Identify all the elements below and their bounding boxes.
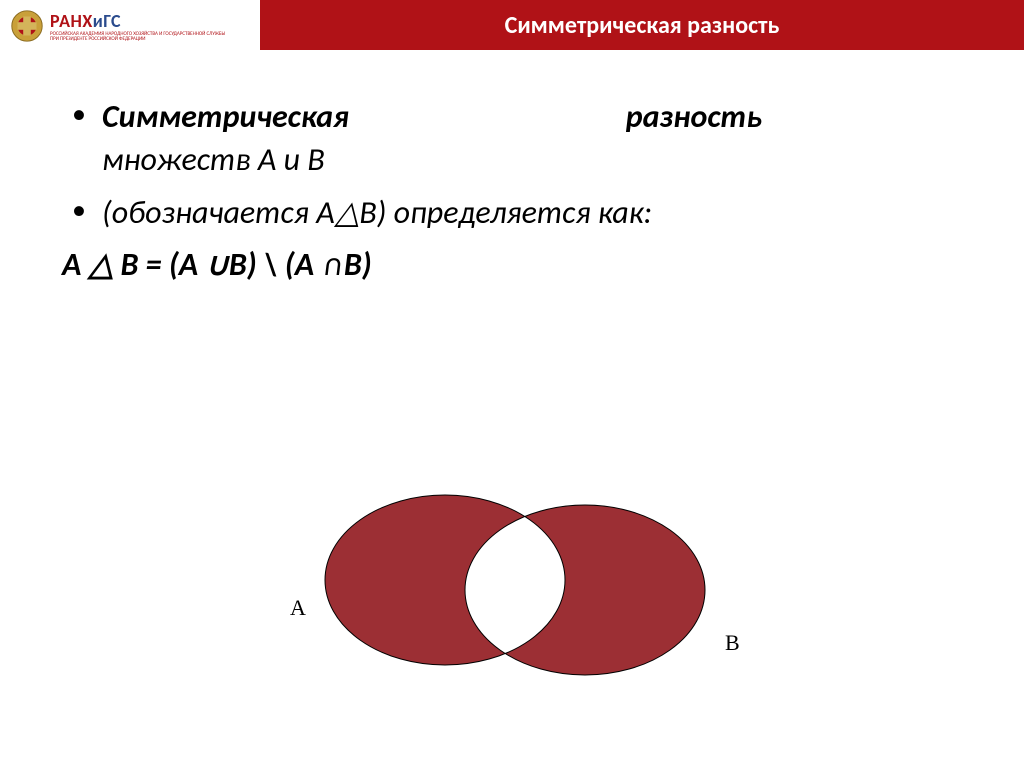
- b1-line2: множеств А и В: [102, 138, 782, 181]
- logo-subtitle: РОССИЙСКАЯ АКАДЕМИЯ НАРОДНОГО ХОЗЯЙСТВА …: [50, 32, 230, 43]
- b1-word2: разность: [626, 95, 762, 138]
- venn-diagram: А В: [270, 465, 770, 705]
- bullet-item-2: (обозначается А△В) определяется как:: [62, 191, 742, 234]
- content-area: Симметрическая разность множеств А и В (…: [62, 95, 782, 284]
- formula: А △ В = (A ∪В) \ (A ∩В): [62, 245, 782, 284]
- venn-label-a: А: [290, 595, 306, 621]
- venn-svg: [270, 465, 770, 705]
- b2-line1: (обозначается А△В) определяется как:: [102, 193, 652, 232]
- logo-title: РАНХиГС: [50, 10, 230, 32]
- title-band: Симметрическая разность: [260, 0, 1024, 50]
- logo: РАНХиГС РОССИЙСКАЯ АКАДЕМИЯ НАРОДНОГО ХО…: [8, 4, 248, 48]
- bullet-item-1: Симметрическая разность множеств А и В: [62, 95, 782, 181]
- logo-title-part1: РАНХиГС: [50, 10, 121, 32]
- venn-region-b-only: [465, 505, 705, 675]
- bullet-list: Симметрическая разность множеств А и В (…: [62, 95, 782, 235]
- logo-text: РАНХиГС РОССИЙСКАЯ АКАДЕМИЯ НАРОДНОГО ХО…: [50, 10, 230, 43]
- slide: РАНХиГС РОССИЙСКАЯ АКАДЕМИЯ НАРОДНОГО ХО…: [0, 0, 1024, 767]
- header-bar: РАНХиГС РОССИЙСКАЯ АКАДЕМИЯ НАРОДНОГО ХО…: [0, 0, 1024, 50]
- logo-emblem-icon: [8, 7, 46, 45]
- b1-word1: Симметрическая: [102, 95, 349, 138]
- slide-title: Симметрическая разность: [505, 11, 780, 40]
- venn-label-b: В: [725, 630, 740, 656]
